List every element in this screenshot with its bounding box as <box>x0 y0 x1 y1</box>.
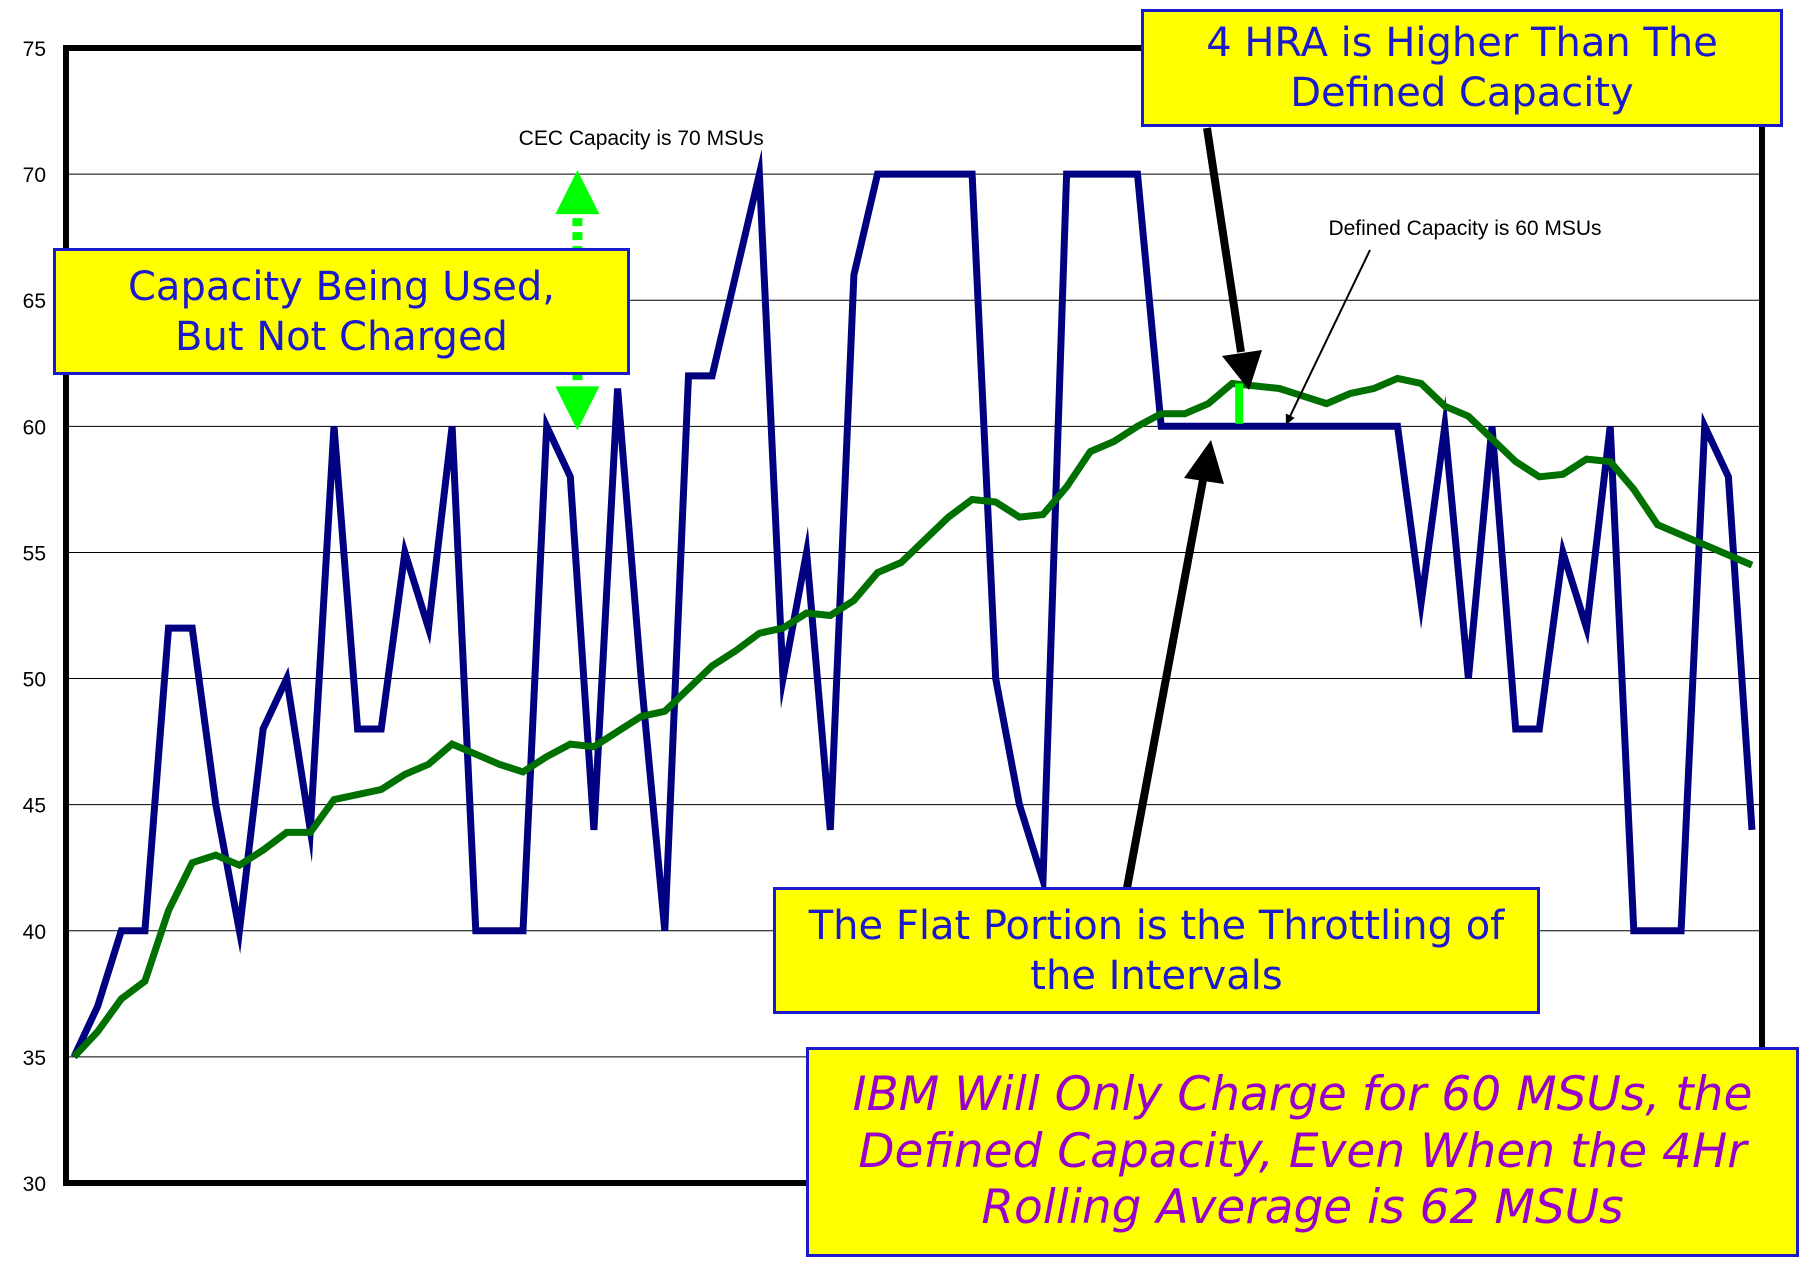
hra-higher-callout: 4 HRA is Higher Than The Defined Capacit… <box>1141 9 1783 127</box>
series-line-1 <box>70 148 1756 1059</box>
y-tick-label: 45 <box>23 795 46 818</box>
hra-arrowhead <box>1222 350 1262 390</box>
y-tick-label: 50 <box>23 669 46 692</box>
y-tick-label: 75 <box>23 38 46 61</box>
capacity-up-arrowhead <box>555 170 600 215</box>
series-line-2 <box>71 374 1754 1060</box>
y-tick-label: 40 <box>23 921 46 944</box>
y-tick-label: 55 <box>23 542 46 565</box>
y-tick-label: 65 <box>23 290 46 313</box>
flat-portion-arrow-shaft <box>1123 479 1207 889</box>
cec-capacity-label: CEC Capacity is 70 MSUs <box>519 127 764 150</box>
hra-arrow-shaft <box>1203 127 1245 353</box>
y-tick-label: 30 <box>23 1173 46 1196</box>
defined-capacity-label: Defined Capacity is 60 MSUs <box>1328 217 1601 240</box>
y-tick-label: 35 <box>23 1047 46 1070</box>
flat-portion-arrowhead <box>1184 440 1224 484</box>
y-tick-label: 70 <box>23 164 46 187</box>
flat-portion-callout: The Flat Portion is the Throttling of th… <box>773 887 1540 1014</box>
not-charged-callout: Capacity Being Used, But Not Charged <box>53 248 630 375</box>
capacity-down-arrowhead <box>555 386 600 431</box>
defined-capacity-arrow <box>1285 249 1371 425</box>
y-tick-label: 60 <box>23 416 46 439</box>
ibm-charge-callout: IBM Will Only Charge for 60 MSUs, the De… <box>806 1047 1799 1257</box>
